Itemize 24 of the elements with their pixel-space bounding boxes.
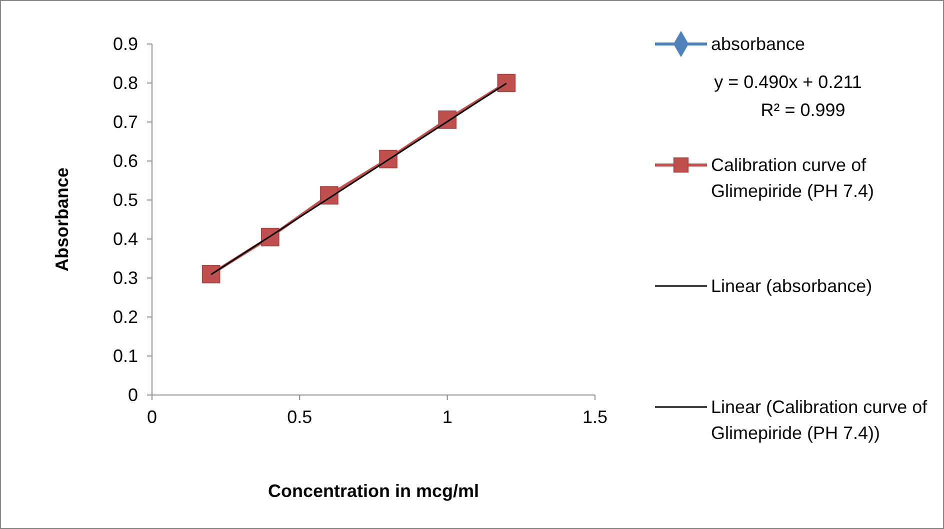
point xyxy=(202,264,220,284)
y-tick-label: 0.6 xyxy=(112,150,138,171)
x-tick-label: 1 xyxy=(442,407,452,427)
text: y = 0.490x + 0.211 xyxy=(714,72,862,92)
y-tick-label: 0.7 xyxy=(112,112,138,132)
legend-label: Linear (Calibration curve of Glimepiride (PH 7.4)) xyxy=(711,397,928,443)
x-tick-label: 0.5 xyxy=(287,407,312,427)
y-tick-label: 0.5 xyxy=(112,190,138,210)
y-tick-label: 0.4 xyxy=(112,228,138,249)
y-tick-label: 0.1 xyxy=(112,346,138,366)
point xyxy=(497,74,516,92)
y-tick-label: 0.3 xyxy=(112,268,138,288)
x-tick-label: 1.5 xyxy=(582,407,608,427)
y-tick-label: 0.8 xyxy=(112,72,138,93)
text: R² = 0.999 xyxy=(760,100,846,120)
y-axis-title: Absorbance xyxy=(52,167,72,272)
x-axis-title: Concentration in mcg/ml xyxy=(268,481,480,501)
y-tick-label: 0.2 xyxy=(112,306,138,327)
legend-label: Calibration curve of Glimepiride (PH 7.4) xyxy=(711,155,874,201)
y-tick-label: 0 xyxy=(128,384,138,405)
x-tick-label: 0 xyxy=(146,407,158,427)
legend-label: Linear (absorbance) xyxy=(711,276,872,296)
y-tick-label: 0.9 xyxy=(112,34,138,54)
legend-label: absorbance xyxy=(711,34,806,54)
